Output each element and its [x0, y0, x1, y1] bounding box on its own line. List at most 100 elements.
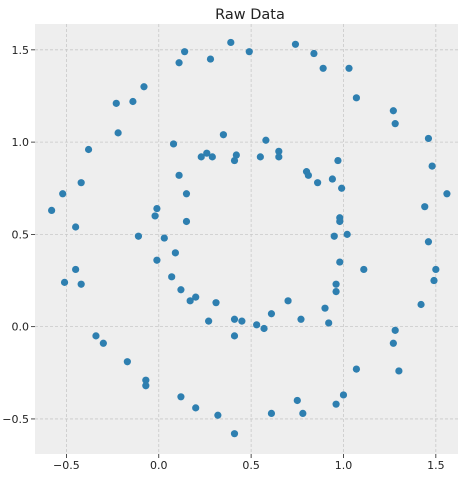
data-point	[72, 265, 80, 274]
data-point	[424, 134, 433, 143]
data-point	[421, 203, 429, 211]
data-point	[291, 40, 300, 48]
data-point	[332, 400, 340, 408]
data-point	[297, 315, 305, 323]
data-point	[92, 332, 100, 340]
data-point	[256, 153, 264, 161]
data-point	[205, 317, 213, 325]
data-point	[262, 136, 270, 144]
data-point	[151, 212, 159, 220]
data-point	[114, 129, 122, 137]
data-point	[332, 280, 340, 288]
data-point	[112, 99, 120, 107]
y-tick-label: −0.5	[2, 413, 29, 426]
y-tick-label: 1.0	[12, 136, 30, 149]
data-point	[336, 217, 344, 226]
chart-title: Raw Data	[215, 7, 285, 23]
data-point	[443, 190, 451, 198]
data-point	[332, 287, 340, 296]
y-tick-label: 0.5	[12, 228, 30, 241]
data-point	[343, 230, 351, 238]
data-point	[175, 171, 183, 179]
data-point	[321, 304, 329, 312]
data-point	[336, 258, 344, 266]
y-tick-label: 1.5	[12, 44, 30, 57]
data-point	[417, 300, 425, 309]
data-point	[430, 276, 438, 285]
data-point	[232, 151, 240, 159]
data-point	[352, 365, 361, 373]
data-point	[48, 206, 56, 214]
data-point	[391, 326, 399, 334]
data-point	[169, 140, 178, 148]
data-point	[238, 317, 246, 325]
y-tick-label: 0.0	[12, 321, 30, 334]
data-point	[160, 234, 168, 242]
data-point	[140, 83, 148, 91]
data-point	[72, 223, 80, 231]
data-point	[352, 94, 361, 102]
data-point	[171, 249, 179, 257]
data-point	[99, 339, 107, 347]
data-point	[181, 48, 189, 56]
data-point	[293, 396, 301, 405]
data-point	[77, 179, 85, 187]
plot-area	[35, 24, 458, 454]
data-point	[219, 131, 228, 139]
data-point	[192, 293, 200, 301]
data-point	[177, 393, 185, 401]
data-point	[182, 217, 191, 226]
data-point	[338, 184, 346, 192]
data-point	[123, 358, 131, 366]
x-tick-label: 0.5	[242, 459, 260, 472]
data-point	[134, 232, 143, 240]
data-point	[360, 265, 368, 274]
data-point	[153, 256, 161, 264]
data-point	[214, 411, 222, 419]
data-point	[208, 153, 216, 161]
data-point	[168, 273, 176, 281]
data-point	[177, 286, 185, 294]
data-point	[192, 404, 200, 412]
axes: −0.5 0.0 0.5 1.0 1.5 −0.5 0.0 0.5 1.0 1.5	[2, 44, 444, 472]
x-tick-label: 1.5	[427, 459, 445, 472]
data-point	[84, 145, 93, 154]
data-point	[334, 156, 342, 165]
data-point	[389, 107, 397, 115]
data-point	[253, 321, 261, 329]
x-tick-label: 1.0	[335, 459, 353, 472]
data-point	[310, 49, 318, 58]
data-point	[230, 332, 239, 340]
x-tick-label: −0.5	[53, 459, 80, 472]
data-point	[339, 391, 348, 399]
data-point	[284, 297, 292, 305]
data-points	[48, 38, 451, 438]
data-point	[206, 55, 215, 63]
data-point	[59, 190, 67, 198]
data-point	[304, 171, 312, 179]
data-point	[395, 367, 403, 375]
data-point	[267, 310, 276, 318]
data-point	[227, 38, 235, 47]
data-point	[186, 297, 194, 305]
data-point	[314, 179, 322, 187]
data-point	[77, 280, 85, 288]
data-point	[325, 319, 333, 327]
data-point	[330, 232, 338, 240]
data-point	[432, 265, 440, 274]
grid	[35, 24, 458, 454]
data-point	[428, 162, 436, 170]
data-point	[267, 409, 276, 417]
data-point	[299, 409, 307, 417]
data-point	[153, 204, 161, 213]
data-point	[391, 120, 399, 128]
data-point	[212, 299, 220, 307]
data-point	[175, 59, 183, 67]
data-point	[142, 376, 150, 384]
data-point	[389, 339, 397, 347]
data-point	[424, 238, 433, 246]
data-point	[230, 315, 239, 323]
data-point	[260, 324, 268, 333]
data-point	[142, 382, 150, 390]
